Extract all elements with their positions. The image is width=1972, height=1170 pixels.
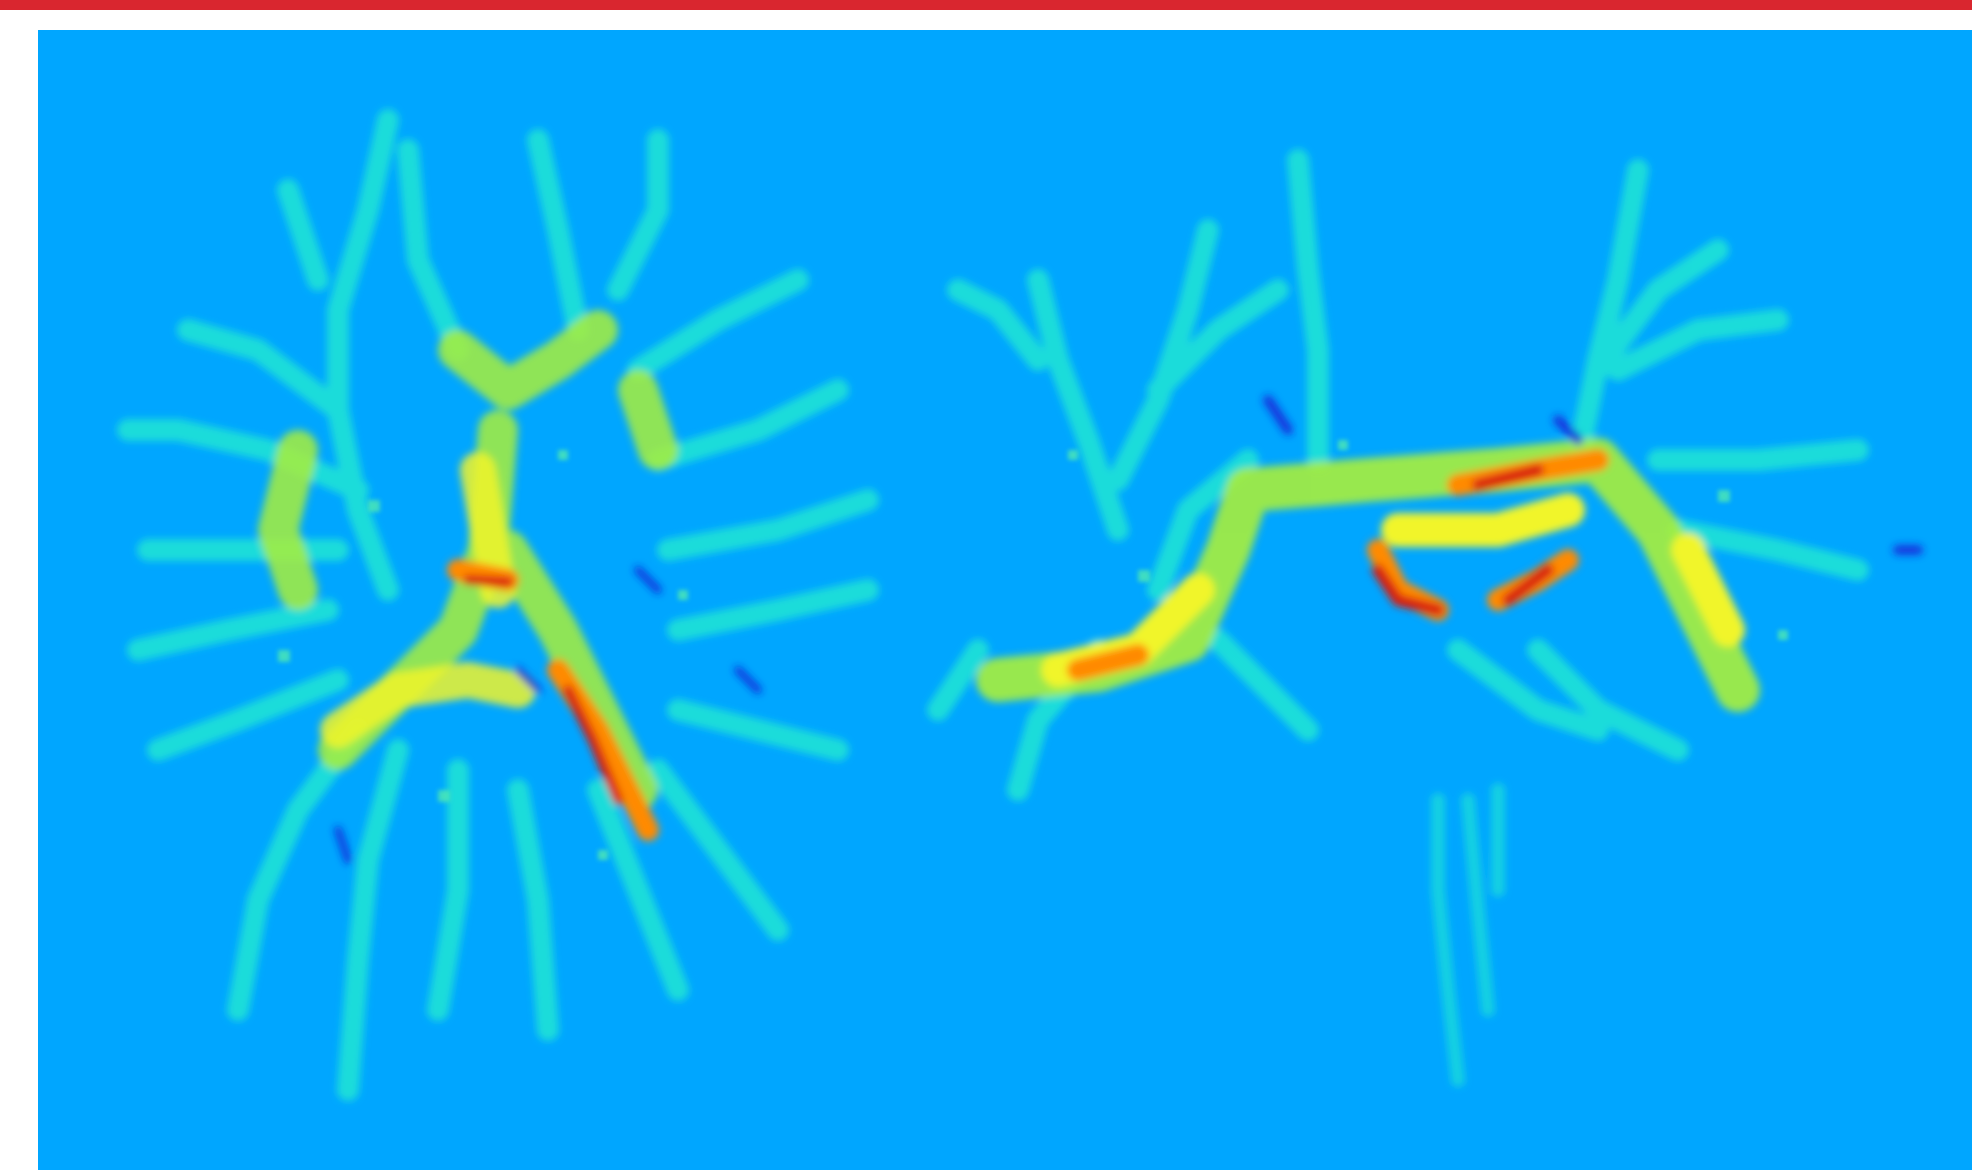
brain-slices-image [38,30,1972,1170]
coronal-slice [927,149,1923,1087]
axial-slice [117,109,879,1101]
top-accent-bar [0,0,1972,10]
image-viewer [38,30,1972,1170]
